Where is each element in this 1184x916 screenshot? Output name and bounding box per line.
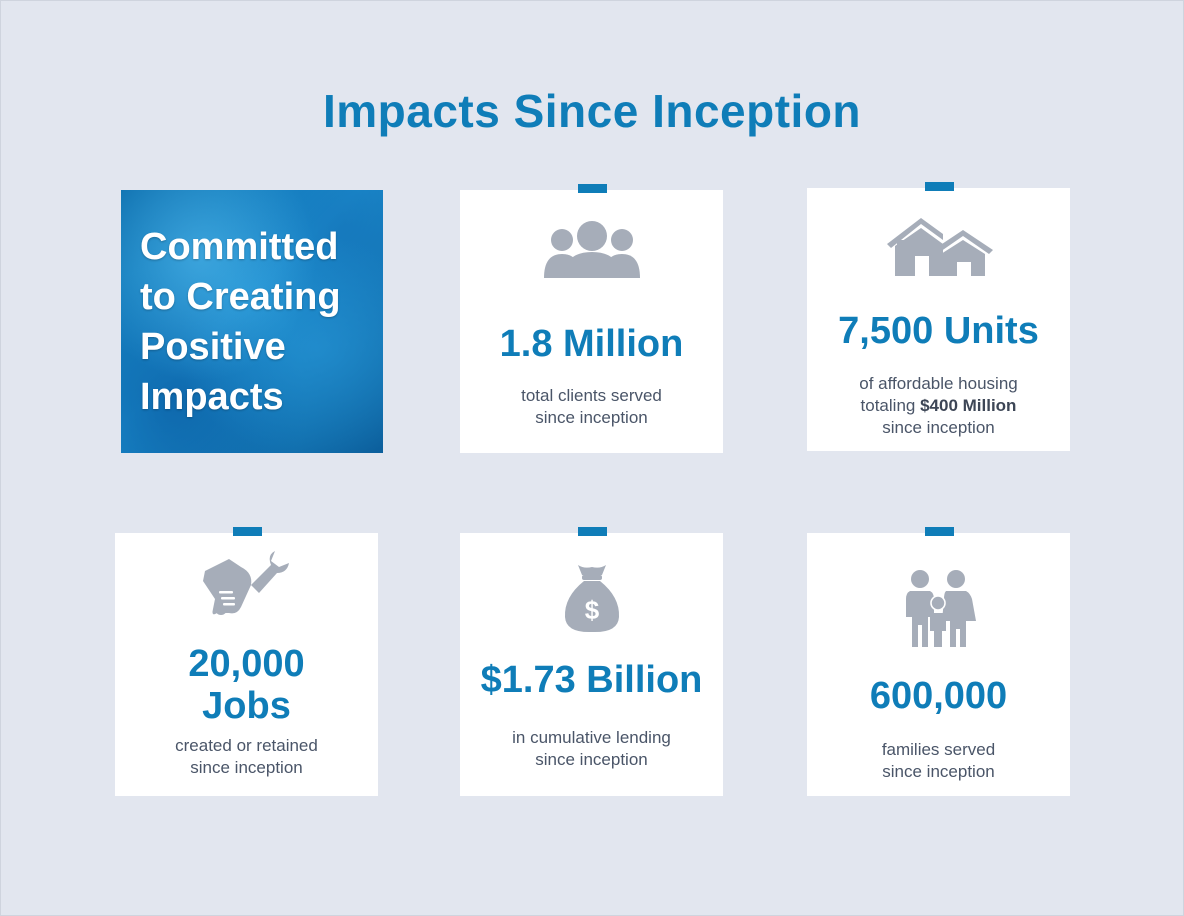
- money-bag-icon: $: [460, 563, 723, 633]
- stat-card-lending: $ $1.73 Billion in cumulative lending si…: [460, 527, 723, 796]
- svg-text:$: $: [584, 595, 599, 625]
- desc-line: total clients served: [521, 386, 662, 405]
- stat-description: in cumulative lending since inception: [460, 727, 723, 771]
- hero-text: Committed to Creating Positive Impacts: [140, 226, 341, 418]
- stat-description: of affordable housing totaling $400 Mill…: [807, 373, 1070, 439]
- stat-line: Jobs: [202, 685, 291, 727]
- desc-line: totaling $400 Million: [807, 395, 1070, 417]
- stat-card-jobs: 20,000 Jobs created or retained since in…: [115, 527, 378, 796]
- card-tab: [232, 527, 262, 536]
- stat-value: 1.8 Million: [499, 323, 684, 365]
- stat-description: created or retained since inception: [115, 735, 378, 779]
- stat-description: total clients served since inception: [460, 385, 723, 429]
- card-tab: [924, 527, 954, 536]
- stat-value: $1.73 Billion: [480, 659, 703, 701]
- desc-line: since inception: [190, 758, 303, 777]
- stat-card-clients: 1.8 Million total clients served since i…: [460, 184, 723, 453]
- stat-value: 600,000: [869, 675, 1008, 717]
- stat-description: families served since inception: [807, 739, 1070, 783]
- card-tab: [577, 527, 607, 536]
- hero-tile: Committed to Creating Positive Impacts: [121, 190, 383, 453]
- desc-line: since inception: [882, 762, 995, 781]
- desc-prefix: totaling: [860, 396, 921, 415]
- page-title: Impacts Since Inception: [322, 85, 862, 137]
- stat-line: 20,000: [188, 643, 305, 685]
- desc-line: since inception: [535, 750, 648, 769]
- desc-line: in cumulative lending: [512, 728, 671, 747]
- desc-line: since inception: [535, 408, 648, 427]
- family-icon: [807, 569, 1070, 647]
- card-tab: [577, 184, 607, 193]
- desc-line: families served: [881, 740, 996, 759]
- desc-bold-amount: $400 Million: [920, 396, 1017, 415]
- card-tab: [924, 182, 954, 191]
- stat-card-housing: 7,500 Units of affordable housing totali…: [807, 182, 1070, 451]
- desc-line: created or retained: [175, 736, 318, 755]
- stat-value: 7,500 Units: [838, 310, 1039, 352]
- stat-value: 20,000 Jobs: [115, 643, 378, 727]
- people-group-icon: [460, 220, 723, 280]
- stat-card-families: 600,000 families served since inception: [807, 527, 1070, 796]
- wrench-hand-icon: [115, 551, 378, 623]
- desc-line: of affordable housing: [859, 374, 1018, 393]
- houses-icon: [807, 216, 1070, 278]
- desc-line: since inception: [882, 418, 995, 437]
